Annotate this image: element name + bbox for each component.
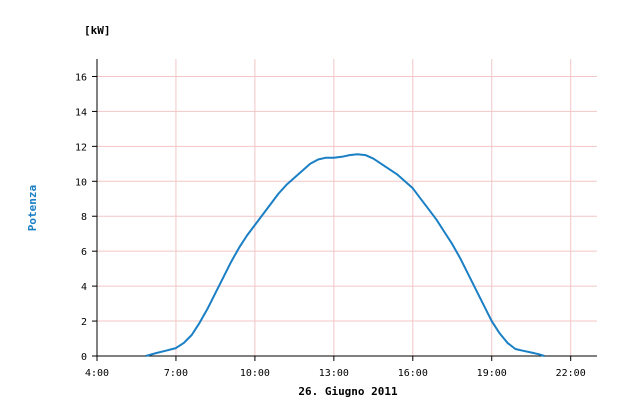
y-tick-label: 10	[75, 177, 87, 188]
x-tick-label: 19:00	[477, 368, 507, 379]
y-tick-label: 0	[81, 352, 87, 363]
x-tick-label: 16:00	[398, 368, 428, 379]
x-tick-label: 13:00	[319, 368, 349, 379]
y-tick-label: 12	[75, 142, 87, 153]
y-tick-label: 16	[75, 72, 87, 83]
x-axis-label: 26. Giugno 2011	[298, 385, 398, 398]
x-tick-label: 7:00	[164, 368, 188, 379]
x-tick-label: 4:00	[85, 368, 109, 379]
series	[145, 153, 545, 357]
axes	[92, 59, 597, 361]
x-tick-label: 22:00	[556, 368, 586, 379]
y-tick-label: 2	[81, 317, 87, 328]
tick-labels: 0 2 4 6 8 10 12 14 16 4:00 7:00 10:00 13:00 16:00 19:0…	[75, 72, 586, 379]
x-tick-label: 10:00	[240, 368, 270, 379]
grid	[97, 59, 597, 356]
unit-label: [kW]	[84, 24, 111, 37]
y-tick-label: 8	[81, 212, 87, 223]
series-line	[145, 153, 545, 357]
y-axis-label: Potenza	[26, 185, 39, 231]
y-tick-label: 6	[81, 247, 87, 258]
y-tick-label: 4	[81, 282, 87, 293]
y-tick-label: 14	[75, 107, 87, 118]
